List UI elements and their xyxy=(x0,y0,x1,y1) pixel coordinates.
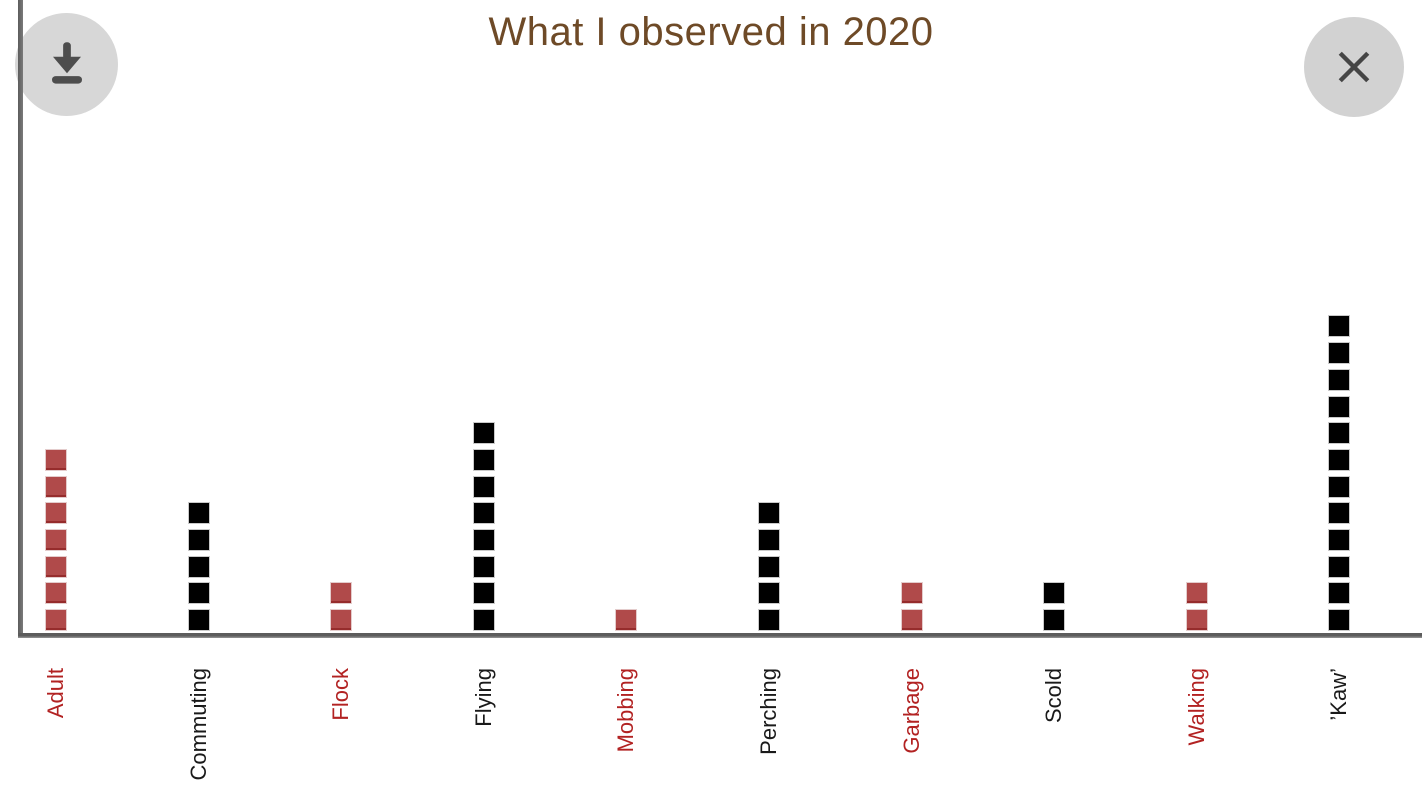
x-axis-line xyxy=(18,633,1422,638)
x-axis-label: Scold xyxy=(1041,668,1067,724)
close-icon xyxy=(1338,51,1370,83)
unit-square xyxy=(758,582,780,605)
x-axis-label: Flock xyxy=(328,668,354,721)
unit-square xyxy=(187,582,210,605)
unit-square xyxy=(472,422,495,445)
unit-square xyxy=(472,475,495,498)
x-axis-label: Commuting xyxy=(185,668,211,781)
unit-square xyxy=(1043,582,1066,605)
unit-square xyxy=(1328,609,1351,631)
unit-square xyxy=(187,555,210,578)
unit-square xyxy=(472,582,495,605)
download-icon xyxy=(51,41,82,84)
unit-square xyxy=(1328,582,1351,605)
unit-square xyxy=(615,609,638,631)
bar-column xyxy=(758,498,780,631)
unit-square xyxy=(330,582,353,605)
unit-square xyxy=(472,555,495,578)
unit-square xyxy=(45,555,67,578)
unit-square xyxy=(187,609,210,631)
unit-square xyxy=(45,475,67,498)
unit-square xyxy=(45,582,67,605)
x-axis-label: Walking xyxy=(1183,668,1209,746)
unit-square xyxy=(187,528,210,551)
bar-column xyxy=(187,498,210,631)
unit-square xyxy=(758,502,780,525)
x-axis-label: Garbage xyxy=(898,668,924,754)
unit-square xyxy=(1328,422,1351,445)
unit-square xyxy=(45,502,67,525)
unit-square xyxy=(45,528,67,551)
x-axis-label: Flying xyxy=(470,668,496,727)
unit-square xyxy=(1328,502,1351,525)
download-button[interactable] xyxy=(15,13,118,116)
bar-column xyxy=(1185,578,1208,631)
unit-square xyxy=(1328,395,1351,418)
bar-column xyxy=(45,444,67,631)
unit-square xyxy=(1328,315,1351,338)
unit-square xyxy=(1328,368,1351,391)
unit-square xyxy=(472,448,495,471)
bar-column xyxy=(472,418,495,631)
unit-square xyxy=(1185,582,1208,605)
unit-square xyxy=(758,555,780,578)
unit-square xyxy=(1328,475,1351,498)
unit-square xyxy=(1185,609,1208,631)
unit-square xyxy=(330,609,353,631)
x-axis-label: Perching xyxy=(756,668,781,755)
bar-column xyxy=(1328,311,1351,631)
unit-square xyxy=(45,448,67,471)
unit-square xyxy=(1328,528,1351,551)
unit-square xyxy=(472,528,495,551)
bar-column xyxy=(1043,578,1066,631)
x-axis-label: Adult xyxy=(43,668,68,719)
unit-square xyxy=(1328,555,1351,578)
unit-square xyxy=(45,609,67,631)
unit-square xyxy=(758,528,780,551)
unit-square xyxy=(1043,609,1066,631)
bar-column xyxy=(330,578,353,631)
unit-square xyxy=(900,609,923,631)
unit-square xyxy=(472,502,495,525)
unit-square xyxy=(472,609,495,631)
unit-square xyxy=(758,609,780,631)
bar-column xyxy=(900,578,923,631)
close-button[interactable] xyxy=(1304,17,1404,117)
page-title: What I observed in 2020 xyxy=(488,10,934,54)
unit-square xyxy=(1328,448,1351,471)
x-axis-label: Mobbing xyxy=(613,668,639,753)
x-axis-label: ’Kaw’ xyxy=(1326,668,1352,721)
unit-square xyxy=(187,502,210,525)
y-axis-line xyxy=(18,0,23,638)
bar-column xyxy=(615,604,638,631)
unit-square xyxy=(900,582,923,605)
unit-square xyxy=(1328,342,1351,365)
